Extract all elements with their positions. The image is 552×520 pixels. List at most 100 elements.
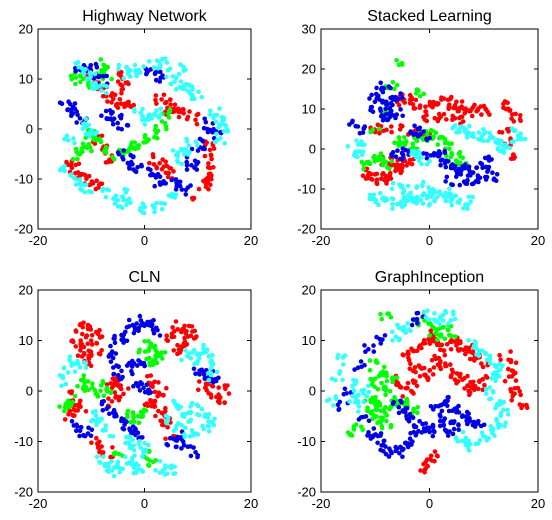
scatter-point-blue: [360, 414, 366, 420]
scatter-point-blue: [494, 172, 500, 177]
scatter-point-green: [70, 156, 76, 162]
scatter-point-blue: [57, 100, 63, 105]
scatter-point-cyan: [455, 439, 461, 444]
scatter-point-red: [462, 111, 468, 116]
scatter-point-cyan: [93, 413, 99, 418]
scatter-point-blue: [138, 361, 144, 367]
scatter-point-blue: [195, 148, 201, 153]
scatter-point-green: [399, 60, 405, 66]
scatter-point-cyan: [498, 401, 504, 406]
scatter-point-blue: [109, 349, 115, 354]
scatter-point-cyan: [63, 381, 69, 387]
scatter-point-cyan: [83, 116, 89, 122]
scatter-point-blue: [443, 428, 449, 434]
scatter-point-green: [70, 399, 75, 405]
x-tick-label: 0: [426, 233, 433, 248]
scatter-point-cyan: [137, 70, 143, 75]
scatter-point-green: [392, 140, 397, 145]
scatter-point-cyan: [467, 123, 472, 129]
scatter-point-cyan: [86, 122, 92, 128]
scatter-point-cyan: [113, 198, 119, 203]
scatter-point-red: [172, 102, 178, 107]
scatter-point-cyan: [80, 126, 86, 132]
scatter-point-red: [508, 349, 513, 354]
scatter-point-blue: [183, 192, 189, 197]
scatter-point-green: [166, 115, 172, 120]
scatter-point-red: [111, 96, 116, 102]
scatter-point-cyan: [62, 168, 67, 174]
axis-ticks: -20 0 20 -20 -10 0 10 20 30: [297, 22, 545, 249]
scatter-point-cyan: [62, 163, 67, 169]
scatter-point-green: [360, 427, 366, 433]
scatter-point-red: [78, 404, 83, 410]
scatter-point-blue: [460, 413, 465, 418]
scatter-point-red: [168, 102, 173, 107]
scatter-point-blue: [144, 382, 149, 388]
scatter-point-blue: [395, 96, 401, 102]
scatter-point-blue: [101, 73, 106, 79]
scatter-point-blue: [127, 426, 132, 432]
scatter-point-blue: [427, 425, 433, 431]
scatter-point-cyan: [208, 366, 214, 371]
scatter-point-green: [68, 73, 74, 79]
scatter-point-red: [206, 161, 211, 166]
scatter-point-cyan: [352, 400, 358, 405]
y-tick-label: 0: [309, 384, 316, 399]
scatter-point-green: [99, 68, 104, 73]
scatter-point-cyan: [73, 61, 78, 66]
scatter-point-cyan: [158, 62, 163, 68]
scatter-point-red: [400, 352, 406, 357]
scatter-point-red: [417, 374, 423, 379]
scatter-point-blue: [380, 337, 385, 342]
scatter-point-blue: [375, 433, 381, 439]
scatter-point-blue: [157, 333, 163, 338]
scatter-point-cyan: [194, 361, 200, 366]
scatter-point-cyan: [401, 194, 407, 200]
scatter-point-red: [449, 367, 455, 373]
scatter-point-green: [78, 79, 83, 85]
scatter-point-red: [171, 348, 177, 353]
scatter-point-cyan: [173, 192, 179, 197]
scatter-point-red: [505, 100, 510, 105]
scatter-point-red: [160, 422, 165, 428]
panel-stacked-learning: -20 0 20 -20 -10 0 10 20 30 Stacked Learning: [297, 8, 545, 248]
scatter-point-red: [94, 435, 99, 441]
scatter-point-red: [508, 359, 514, 365]
scatter-point-cyan: [205, 415, 211, 420]
scatter-point-cyan: [123, 190, 129, 195]
y-tick-label: 20: [19, 283, 33, 298]
scatter-point-cyan: [110, 434, 116, 439]
scatter-point-cyan: [183, 425, 188, 431]
scatter-point-cyan: [93, 80, 98, 86]
scatter-points: [57, 313, 232, 479]
scatter-point-cyan: [72, 369, 78, 374]
axis-ticks: -20 0 20 -20 -10 0 10 20: [297, 283, 545, 512]
scatter-point-cyan: [505, 412, 511, 417]
scatter-point-blue: [398, 91, 403, 96]
scatter-point-cyan: [496, 425, 501, 430]
scatter-point-cyan: [124, 434, 129, 440]
scatter-point-cyan: [181, 152, 187, 157]
scatter-point-green: [79, 146, 85, 151]
scatter-point-red: [518, 392, 523, 398]
scatter-point-cyan: [140, 454, 145, 460]
scatter-point-cyan: [142, 204, 148, 210]
y-tick-label: -20: [297, 222, 316, 237]
scatter-point-green: [147, 362, 153, 368]
scatter-point-cyan: [413, 150, 419, 156]
scatter-point-cyan: [206, 370, 211, 376]
scatter-point-cyan: [437, 316, 443, 321]
scatter-point-green: [374, 399, 379, 404]
scatter-point-red: [99, 181, 105, 187]
scatter-point-red: [153, 93, 159, 98]
scatter-point-red: [435, 454, 440, 459]
scatter-point-cyan: [89, 127, 94, 133]
x-tick-label: -20: [29, 233, 48, 248]
scatter-point-green: [375, 157, 381, 163]
scatter-point-blue: [153, 175, 159, 180]
scatter-point-green: [390, 379, 396, 385]
scatter-point-cyan: [468, 199, 474, 204]
scatter-point-blue: [390, 150, 396, 155]
scatter-point-cyan: [465, 206, 470, 211]
scatter-point-red: [189, 324, 195, 329]
